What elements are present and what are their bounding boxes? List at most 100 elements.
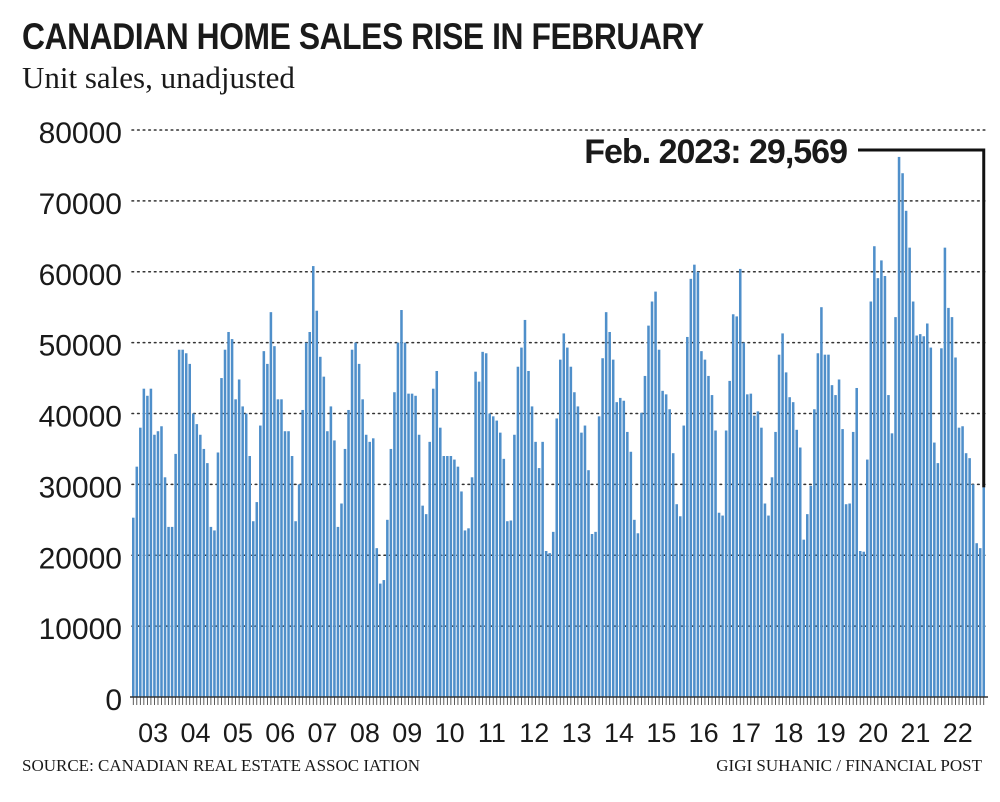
data-bar [566, 347, 569, 697]
data-bar [516, 366, 520, 697]
data-bar [869, 301, 873, 697]
data-bar [259, 425, 262, 697]
data-bar [220, 378, 223, 697]
data-bar [640, 412, 643, 697]
data-bar [880, 260, 883, 697]
data-bar [170, 526, 174, 697]
data-bar [382, 580, 386, 697]
data-bar [195, 424, 199, 697]
data-bar [513, 434, 516, 697]
data-bar [982, 487, 986, 697]
data-bar [954, 357, 957, 697]
data-bar [678, 516, 682, 697]
data-bar [389, 448, 393, 697]
data-bar [767, 515, 770, 697]
data-bar [809, 485, 813, 697]
source-note: SOURCE: CANADIAN REAL ESTATE ASSOC IATIO… [22, 756, 420, 775]
chart-subtitle: Unit sales, unadjusted [22, 60, 295, 95]
data-bar [583, 425, 587, 697]
data-bar [251, 521, 255, 697]
data-bar [777, 354, 781, 697]
data-bar [280, 399, 283, 697]
x-tick-label: 10 [435, 718, 465, 748]
data-bar [315, 310, 319, 697]
data-bar [664, 394, 668, 697]
data-bar [908, 247, 911, 697]
data-bar [622, 400, 626, 697]
data-bar [241, 406, 244, 697]
data-bar [781, 333, 784, 697]
data-bar [837, 379, 841, 697]
data-bar [936, 463, 940, 697]
x-tick-label: 05 [223, 718, 253, 748]
x-tick-label: 13 [562, 718, 592, 748]
data-bar [442, 456, 446, 697]
data-bar [749, 393, 753, 697]
data-bar [188, 363, 191, 697]
data-bar [728, 380, 731, 697]
y-tick-label: 70000 [39, 188, 122, 221]
data-bar [862, 551, 866, 697]
data-bar [523, 319, 527, 697]
x-tick-label: 15 [646, 718, 676, 748]
data-bar [707, 375, 710, 697]
data-bar [714, 430, 717, 697]
chart-title: CANADIAN HOME SALES RISE IN FEBRUARY [22, 16, 704, 57]
x-tick-label: 20 [858, 718, 888, 748]
data-bar [216, 452, 220, 697]
data-bar [700, 351, 703, 697]
data-bar [703, 359, 707, 697]
data-bar [876, 278, 880, 697]
data-bar [675, 504, 678, 697]
data-bar [386, 519, 389, 697]
y-tick-label: 60000 [39, 259, 122, 292]
data-bar [371, 438, 375, 697]
data-bar [368, 441, 371, 697]
data-bar [597, 416, 601, 697]
data-bar [834, 395, 837, 697]
data-bar [756, 411, 760, 697]
data-bar [428, 441, 431, 697]
data-bar [611, 359, 615, 697]
data-bar [887, 395, 890, 697]
data-bar [844, 504, 848, 697]
data-bar [174, 453, 177, 697]
data-bar [308, 331, 311, 697]
x-tick-label: 06 [265, 718, 295, 748]
data-bar [851, 431, 855, 697]
data-bar [559, 359, 562, 697]
data-bar [816, 353, 820, 697]
data-bar [181, 349, 184, 697]
data-bar [357, 363, 361, 697]
data-bar [142, 388, 146, 697]
data-bar [414, 395, 417, 697]
data-bar [135, 466, 139, 697]
data-bar [643, 375, 647, 697]
data-bar [604, 312, 608, 697]
x-tick-label: 04 [180, 718, 210, 748]
data-bar [618, 397, 622, 697]
data-bar [626, 431, 629, 697]
data-bar [491, 416, 495, 697]
data-bar [654, 291, 657, 697]
data-bar [269, 312, 273, 697]
data-bar [379, 583, 382, 697]
x-tick-label: 19 [816, 718, 846, 748]
data-bar [686, 336, 689, 697]
data-bar [364, 434, 368, 697]
data-bar [484, 353, 488, 697]
data-bar [537, 468, 541, 697]
data-bar [541, 441, 544, 697]
data-bar [449, 456, 453, 697]
data-bar [400, 310, 403, 697]
x-tick-label: 14 [604, 718, 634, 748]
data-bar [163, 477, 167, 697]
x-tick-label: 09 [392, 718, 422, 748]
data-bar [731, 314, 735, 697]
data-bar [763, 503, 767, 697]
data-bar [933, 442, 936, 697]
data-bar [255, 502, 259, 697]
data-bar [802, 539, 806, 697]
